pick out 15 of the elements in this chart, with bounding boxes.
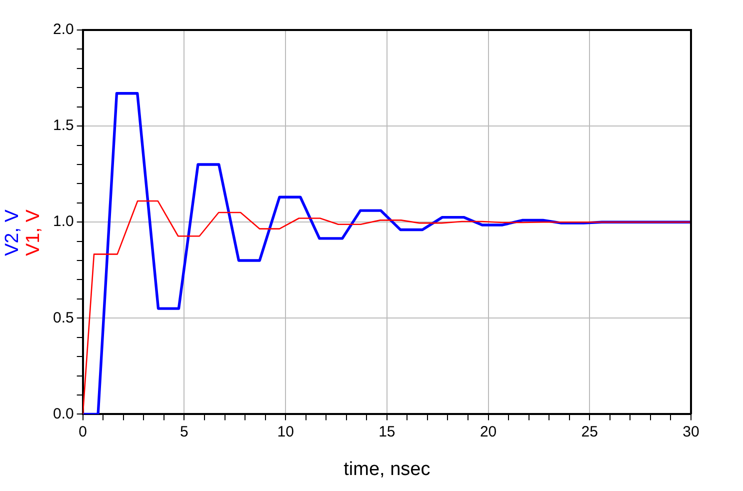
x-tick-label: 0 bbox=[78, 423, 88, 440]
x-tick-label: 5 bbox=[180, 423, 188, 440]
x-axis-title: time, nsec bbox=[344, 458, 430, 480]
x-tick-label: 20 bbox=[480, 423, 497, 440]
y-tick-label: 0.5 bbox=[52, 309, 74, 326]
y-tick-label: 0.0 bbox=[52, 405, 74, 422]
x-tick-label: 15 bbox=[378, 423, 396, 440]
y-tick-label: 1.0 bbox=[52, 213, 74, 230]
y-tick-label: 2.0 bbox=[52, 21, 74, 38]
x-tick-label: 30 bbox=[682, 423, 700, 440]
x-tick-label: 25 bbox=[581, 423, 598, 440]
x-tick-label: 10 bbox=[277, 423, 294, 440]
text: V1, V bbox=[23, 210, 45, 256]
text: V2, V bbox=[2, 210, 24, 256]
y-tick-label: 1.5 bbox=[52, 117, 74, 134]
